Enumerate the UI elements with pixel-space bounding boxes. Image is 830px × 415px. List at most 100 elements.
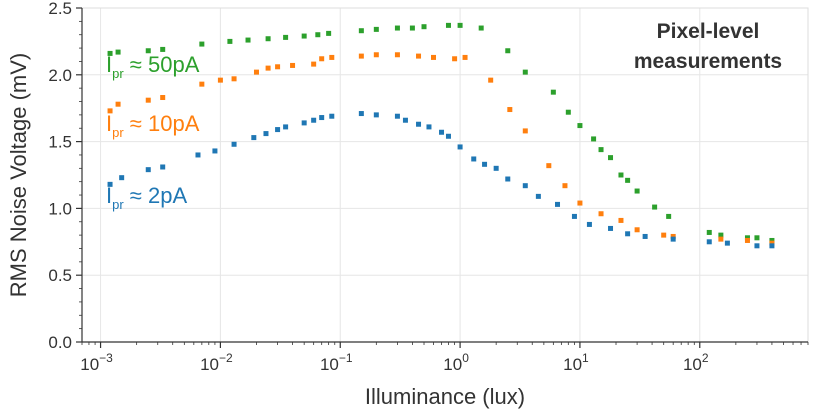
y-tick-label: 2.5 [48,0,72,18]
series-label-10pa-sub: pr [112,125,124,140]
data-point-series-0 [245,37,251,43]
data-point-series-0 [445,22,451,28]
y-tick-label: 1.5 [48,133,72,152]
data-point-series-0 [505,48,511,54]
data-point-series-2 [522,183,528,189]
data-point-series-1 [416,53,422,59]
data-point-series-0 [326,30,332,36]
x-tick-exponent: 1 [582,351,589,365]
data-point-series-0 [478,25,484,31]
data-point-series-0 [652,204,658,210]
data-point-series-2 [251,135,257,141]
data-point-series-0 [358,28,364,34]
data-point-series-2 [145,167,151,173]
data-point-series-1 [522,128,528,134]
data-point-series-0 [769,237,775,243]
series-label-10pa-main: I [106,111,112,136]
data-point-series-0 [315,32,321,38]
data-point-series-1 [618,217,624,223]
annotation-line-2: measurements [634,50,782,73]
data-point-series-0 [107,50,113,56]
series-label-2pa-rest: ≈ 2pA [124,183,188,208]
data-point-series-2 [535,193,541,199]
axes [81,7,809,343]
y-tick-label: 0.5 [48,266,72,285]
data-point-series-1 [431,54,437,60]
data-point-series-1 [744,237,750,243]
data-point-series-2 [311,117,317,123]
data-point-series-1 [329,54,335,60]
data-point-series-1 [577,200,583,206]
data-point-series-1 [634,227,640,233]
data-point-series-0 [666,213,672,219]
data-point-series-2 [724,240,730,246]
data-point-series-2 [555,201,561,207]
data-point-series-1 [217,77,223,83]
data-point-series-2 [275,127,281,133]
annotation-line-1: Pixel-level [657,20,760,43]
series-label-10pa: Ipr ≈ 10pA [106,111,200,140]
x-tick-label: 10−1 [320,351,353,374]
data-point-series-1 [394,52,400,58]
data-point-series-1 [488,77,494,83]
data-point-series-0 [145,48,151,54]
data-point-series-1 [199,81,205,87]
data-point-series-0 [598,147,604,153]
data-point-series-1 [145,97,151,103]
data-point-series-1 [107,108,113,114]
data-point-series-2 [608,225,614,231]
y-axis-label: RMS Noise Voltage (mV) [6,53,31,298]
data-point-series-2 [263,131,269,137]
data-point-series-2 [642,233,648,239]
data-point-series-1 [769,240,775,246]
series-label-2pa: Ipr ≈ 2pA [106,183,187,212]
data-point-series-0 [718,232,724,238]
data-point-series-2 [160,164,166,170]
y-tick-label: 2.0 [48,66,72,85]
data-points [107,22,775,249]
data-point-series-2 [482,161,488,167]
series-label-10pa-rest: ≈ 10pA [124,111,200,136]
data-point-series-0 [265,36,271,42]
data-point-series-1 [358,53,364,59]
data-point-series-0 [115,49,121,55]
data-point-series-0 [706,229,712,235]
data-point-series-1 [160,95,166,101]
data-point-series-0 [754,235,760,241]
data-point-series-2 [195,152,201,158]
ticks: 0.00.51.01.52.02.510−3 10−2 10−1 100 101 102 [48,0,809,374]
x-tick-exponent: −2 [219,351,233,365]
data-point-series-1 [275,64,281,70]
data-point-series-0 [301,33,307,39]
data-point-series-0 [199,41,205,47]
data-point-series-2 [754,243,760,249]
data-point-series-0 [618,172,624,178]
data-point-series-2 [301,120,307,126]
data-point-series-2 [571,213,577,219]
x-tick-label: 10−3 [80,351,113,374]
x-tick-label: 100 [443,351,469,374]
series-label-2pa-sub: pr [112,197,124,212]
data-point-series-2 [769,243,775,249]
series-label-50pa-rest: ≈ 50pA [124,52,200,77]
data-point-series-0 [522,69,528,75]
data-point-series-1 [718,236,724,242]
data-point-series-2 [394,113,400,119]
data-point-series-2 [439,129,445,135]
data-point-series-0 [608,155,614,161]
series-label-2pa-main: I [106,183,112,208]
data-point-series-0 [409,25,415,31]
data-point-series-1 [231,76,237,82]
x-axis-label: Illuminance (lux) [365,384,525,409]
data-point-series-0 [591,136,597,142]
data-point-series-1 [311,61,317,67]
data-point-series-0 [577,123,583,129]
data-point-series-2 [231,141,237,147]
data-point-series-2 [706,239,712,245]
data-point-series-0 [457,22,463,28]
data-point-series-0 [550,89,556,95]
data-point-series-2 [471,156,477,162]
data-point-series-2 [586,221,592,227]
data-point-series-2 [445,133,451,139]
